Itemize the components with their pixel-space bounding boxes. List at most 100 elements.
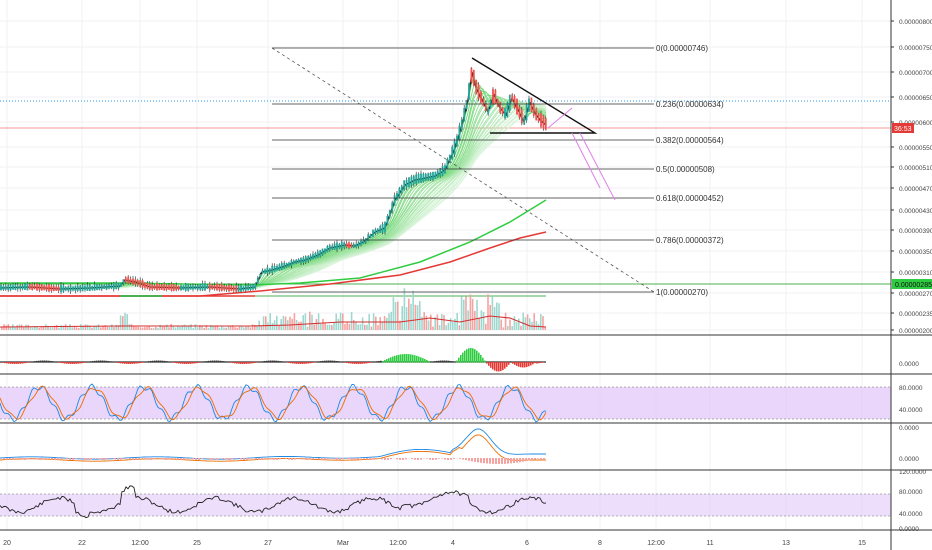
volume-bar xyxy=(533,313,535,330)
volume-bar xyxy=(493,306,496,330)
histo-bar xyxy=(326,360,328,363)
histo-bar xyxy=(446,360,448,363)
histo-bar xyxy=(282,361,284,363)
volume-bar xyxy=(14,326,16,330)
histo-bar xyxy=(324,360,326,363)
volume-bar xyxy=(144,327,146,330)
histo-bar xyxy=(526,362,528,368)
histo-bar xyxy=(92,361,94,363)
candle-body xyxy=(520,109,523,124)
histo-bar xyxy=(158,360,160,363)
time-tick-label: 12:00 xyxy=(389,540,407,547)
histo-bar xyxy=(466,349,468,363)
histo-bar xyxy=(194,362,196,364)
volume-bar xyxy=(148,325,150,330)
histo-bar xyxy=(146,361,148,363)
macd-histo xyxy=(123,458,125,460)
volume-bar xyxy=(51,327,54,330)
volume-bar xyxy=(447,322,450,330)
histo-bar xyxy=(36,360,38,363)
histo-bar xyxy=(136,362,138,364)
volume-bar xyxy=(218,327,221,330)
histo-bar xyxy=(358,362,360,364)
volume-bar xyxy=(346,322,348,330)
histo-bar xyxy=(220,360,222,363)
candle-body xyxy=(52,285,55,292)
volume-bar xyxy=(348,323,351,330)
candle-body xyxy=(228,284,230,292)
volume-bar xyxy=(212,326,214,330)
volume-bar xyxy=(320,323,322,330)
candle-body xyxy=(273,266,276,272)
histo-bar xyxy=(226,361,228,363)
candle-body xyxy=(468,83,470,100)
histo-bar xyxy=(200,361,202,363)
volume-bar xyxy=(249,327,252,330)
volume-bar xyxy=(432,326,434,330)
candle-body xyxy=(324,248,326,254)
macd-histo xyxy=(450,458,452,460)
macd-histo xyxy=(318,458,320,460)
candle-body xyxy=(7,284,10,291)
volume-bar xyxy=(419,301,421,330)
candle-body xyxy=(333,243,336,250)
candle-body xyxy=(429,172,432,181)
histo-bar xyxy=(26,362,28,363)
candle-body xyxy=(28,283,31,290)
histo-bar xyxy=(302,362,304,364)
candle-body xyxy=(309,255,312,260)
candle-body xyxy=(367,234,370,242)
candle-body xyxy=(146,283,149,289)
histo-bar xyxy=(144,361,146,363)
macd-histo xyxy=(447,458,449,460)
candle-body xyxy=(540,112,542,127)
candlesticks xyxy=(0,67,547,295)
macd-histo xyxy=(513,458,515,464)
histo-bar xyxy=(328,360,330,363)
macd-histo xyxy=(255,458,257,460)
histo-bar xyxy=(484,360,486,363)
macd-histo xyxy=(303,458,305,460)
candle-body xyxy=(343,242,346,248)
volume-bar xyxy=(282,315,285,330)
candle-body xyxy=(252,284,254,290)
volume-bar xyxy=(443,315,445,330)
macd-histo xyxy=(201,458,203,460)
candle-body xyxy=(153,285,156,289)
macd-histo xyxy=(333,458,335,460)
histo-bar xyxy=(400,354,402,363)
macd-histo xyxy=(528,458,530,461)
candle-body xyxy=(415,174,418,184)
axes: 0.00000800 0.00000750 0.00000700 0.00000650… xyxy=(3,0,932,550)
histo-bar xyxy=(258,361,260,363)
candle-body xyxy=(542,115,545,129)
macd-histo xyxy=(264,458,266,460)
candle-body xyxy=(444,165,446,174)
candle-body xyxy=(288,262,290,267)
candle-body xyxy=(379,226,382,233)
volume-bar xyxy=(271,322,274,330)
candle-body xyxy=(48,284,50,292)
candle-body xyxy=(57,286,60,292)
macd-histo xyxy=(258,458,260,460)
histo-bar xyxy=(232,362,234,364)
volume-bar xyxy=(513,316,516,330)
histo-bar xyxy=(156,360,158,363)
volume-bar xyxy=(75,327,78,330)
candle-body xyxy=(352,243,355,248)
histo-bar xyxy=(276,360,278,363)
volume-bar xyxy=(150,327,153,330)
histo-bar xyxy=(176,362,178,364)
histo-bar xyxy=(216,360,218,363)
candle-body xyxy=(475,80,478,95)
candle-body xyxy=(187,283,190,291)
macd-histo xyxy=(381,458,383,460)
macd-histo xyxy=(45,458,47,459)
candle-body xyxy=(168,285,170,290)
subpane-tick-label: 40.0000 xyxy=(899,511,923,518)
fib-label-2: 0.382(0.00000564) xyxy=(656,136,724,145)
volume-bar xyxy=(179,326,181,330)
volume-bar xyxy=(60,325,62,330)
histo-bar xyxy=(496,362,498,372)
